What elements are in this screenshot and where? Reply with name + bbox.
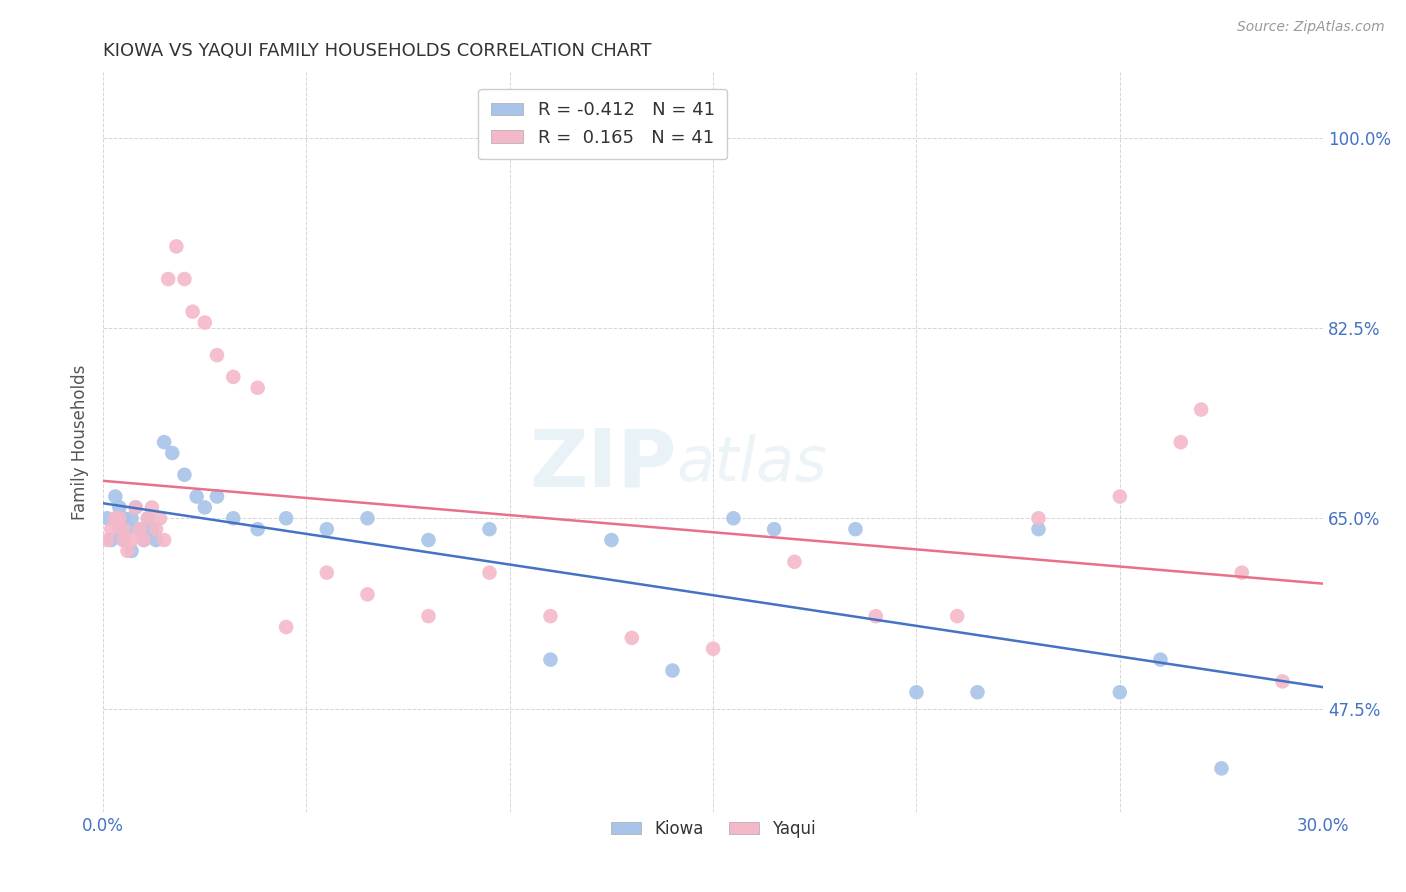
Point: [905, 685, 928, 699]
Point: [132, 533, 155, 547]
Point: [222, 511, 245, 525]
Point: [1189, 402, 1212, 417]
Point: [702, 641, 724, 656]
Point: [194, 316, 217, 330]
Text: KIOWA VS YAQUI FAMILY HOUSEHOLDS CORRELATION CHART: KIOWA VS YAQUI FAMILY HOUSEHOLDS CORRELA…: [103, 42, 651, 60]
Point: [1149, 653, 1171, 667]
Point: [478, 566, 501, 580]
Point: [100, 533, 122, 547]
Point: [108, 500, 131, 515]
Point: [173, 467, 195, 482]
Point: [783, 555, 806, 569]
Point: [276, 511, 298, 525]
Point: [136, 511, 159, 525]
Point: [165, 239, 187, 253]
Point: [157, 272, 180, 286]
Point: [356, 511, 378, 525]
Point: [865, 609, 887, 624]
Point: [128, 522, 150, 536]
Point: [946, 609, 969, 624]
Point: [356, 587, 378, 601]
Point: [600, 533, 623, 547]
Point: [1211, 761, 1233, 775]
Point: [149, 511, 172, 525]
Point: [205, 490, 228, 504]
Point: [844, 522, 866, 536]
Point: [141, 522, 163, 536]
Point: [145, 522, 167, 536]
Point: [153, 533, 176, 547]
Point: [315, 566, 337, 580]
Point: [117, 522, 139, 536]
Point: [246, 381, 269, 395]
Point: [1108, 685, 1130, 699]
Point: [723, 511, 745, 525]
Point: [222, 370, 245, 384]
Point: [763, 522, 786, 536]
Point: [661, 664, 683, 678]
Point: [1170, 435, 1192, 450]
Point: [194, 500, 217, 515]
Point: [124, 500, 146, 515]
Point: [112, 533, 135, 547]
Point: [121, 533, 143, 547]
Point: [108, 522, 131, 536]
Point: [145, 533, 167, 547]
Point: [173, 272, 195, 286]
Point: [162, 446, 184, 460]
Point: [104, 511, 127, 525]
Point: [121, 511, 143, 525]
Point: [112, 511, 135, 525]
Point: [117, 544, 139, 558]
Point: [108, 511, 131, 525]
Point: [966, 685, 988, 699]
Point: [186, 490, 208, 504]
Text: atlas: atlas: [676, 434, 828, 494]
Point: [1230, 566, 1253, 580]
Text: Source: ZipAtlas.com: Source: ZipAtlas.com: [1237, 20, 1385, 34]
Point: [540, 609, 562, 624]
Point: [418, 609, 440, 624]
Point: [100, 522, 122, 536]
Point: [1028, 511, 1050, 525]
Point: [153, 435, 176, 450]
Legend: Kiowa, Yaqui: Kiowa, Yaqui: [605, 813, 823, 844]
Point: [181, 304, 204, 318]
Point: [620, 631, 643, 645]
Point: [128, 522, 150, 536]
Point: [104, 490, 127, 504]
Point: [418, 533, 440, 547]
Point: [112, 522, 135, 536]
Point: [124, 500, 146, 515]
Point: [540, 653, 562, 667]
Point: [276, 620, 298, 634]
Point: [1108, 490, 1130, 504]
Point: [205, 348, 228, 362]
Point: [246, 522, 269, 536]
Point: [315, 522, 337, 536]
Y-axis label: Family Households: Family Households: [72, 365, 89, 520]
Point: [96, 533, 118, 547]
Point: [1028, 522, 1050, 536]
Point: [1271, 674, 1294, 689]
Point: [132, 533, 155, 547]
Point: [112, 533, 135, 547]
Point: [141, 500, 163, 515]
Point: [136, 511, 159, 525]
Text: ZIP: ZIP: [529, 425, 676, 503]
Point: [478, 522, 501, 536]
Point: [121, 544, 143, 558]
Point: [96, 511, 118, 525]
